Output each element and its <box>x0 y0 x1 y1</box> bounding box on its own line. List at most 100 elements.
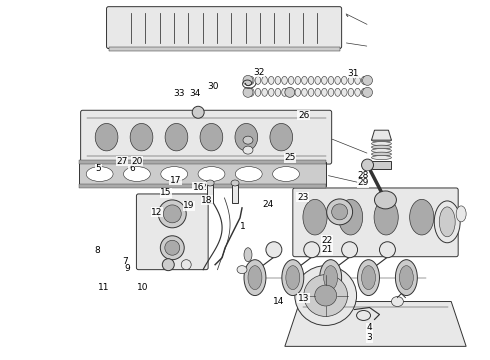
Ellipse shape <box>362 76 367 84</box>
Ellipse shape <box>434 201 460 243</box>
FancyBboxPatch shape <box>81 110 332 164</box>
Ellipse shape <box>165 123 188 151</box>
Ellipse shape <box>163 205 181 223</box>
Ellipse shape <box>410 199 434 235</box>
Ellipse shape <box>335 76 341 84</box>
Ellipse shape <box>295 88 301 96</box>
Text: 23: 23 <box>297 193 308 202</box>
Ellipse shape <box>130 123 153 151</box>
Ellipse shape <box>198 167 225 181</box>
Ellipse shape <box>302 88 307 96</box>
Ellipse shape <box>374 191 396 209</box>
Ellipse shape <box>348 76 354 84</box>
Ellipse shape <box>363 87 372 97</box>
Text: 22: 22 <box>321 236 333 245</box>
Text: 1: 1 <box>240 222 245 231</box>
Ellipse shape <box>206 180 214 186</box>
Text: 6: 6 <box>129 164 135 173</box>
Ellipse shape <box>371 145 392 149</box>
Ellipse shape <box>332 204 347 220</box>
Ellipse shape <box>321 76 327 84</box>
Ellipse shape <box>244 248 252 262</box>
Ellipse shape <box>328 88 334 96</box>
Ellipse shape <box>303 199 327 235</box>
Text: 9: 9 <box>124 265 130 274</box>
Ellipse shape <box>255 76 261 84</box>
Ellipse shape <box>371 149 392 153</box>
Ellipse shape <box>308 76 314 84</box>
Ellipse shape <box>371 138 392 142</box>
Ellipse shape <box>231 180 239 186</box>
Text: 17: 17 <box>170 176 181 185</box>
Ellipse shape <box>315 88 320 96</box>
Ellipse shape <box>282 88 287 96</box>
Text: 5: 5 <box>96 164 101 173</box>
Ellipse shape <box>288 76 294 84</box>
Text: 31: 31 <box>347 69 359 78</box>
Text: 11: 11 <box>98 283 109 292</box>
Text: 2: 2 <box>201 183 206 192</box>
Text: 33: 33 <box>173 89 185 98</box>
Ellipse shape <box>315 76 320 84</box>
Text: 34: 34 <box>190 89 201 98</box>
Ellipse shape <box>282 76 287 84</box>
Ellipse shape <box>192 106 204 118</box>
Ellipse shape <box>439 207 455 237</box>
Ellipse shape <box>269 76 274 84</box>
Text: 15: 15 <box>160 188 172 197</box>
Bar <box>78 162 326 186</box>
Ellipse shape <box>248 88 254 96</box>
Ellipse shape <box>237 266 247 274</box>
Ellipse shape <box>262 76 268 84</box>
Ellipse shape <box>348 88 354 96</box>
Ellipse shape <box>275 88 281 96</box>
Polygon shape <box>371 130 392 140</box>
Ellipse shape <box>371 152 392 156</box>
Ellipse shape <box>243 146 253 154</box>
Ellipse shape <box>269 88 274 96</box>
Text: 32: 32 <box>253 68 264 77</box>
Ellipse shape <box>295 266 357 325</box>
Text: 3: 3 <box>367 333 372 342</box>
FancyBboxPatch shape <box>106 7 342 49</box>
Text: 25: 25 <box>284 153 295 162</box>
Ellipse shape <box>295 76 301 84</box>
Bar <box>78 160 326 164</box>
Ellipse shape <box>262 88 268 96</box>
FancyBboxPatch shape <box>136 194 208 270</box>
Ellipse shape <box>266 242 282 258</box>
Text: 24: 24 <box>263 200 274 209</box>
Text: 26: 26 <box>298 111 309 120</box>
Ellipse shape <box>339 199 363 235</box>
Ellipse shape <box>342 88 347 96</box>
Ellipse shape <box>248 266 262 289</box>
Ellipse shape <box>358 260 379 296</box>
Ellipse shape <box>161 167 188 181</box>
Ellipse shape <box>392 297 403 306</box>
Ellipse shape <box>285 87 295 97</box>
Ellipse shape <box>86 167 113 181</box>
Ellipse shape <box>286 266 300 289</box>
Ellipse shape <box>362 88 367 96</box>
Ellipse shape <box>315 285 337 306</box>
Text: 19: 19 <box>183 201 195 210</box>
Ellipse shape <box>235 123 258 151</box>
Text: 29: 29 <box>357 178 369 187</box>
Ellipse shape <box>319 260 342 296</box>
Ellipse shape <box>248 76 254 84</box>
Ellipse shape <box>327 199 353 225</box>
Text: 28: 28 <box>357 171 369 180</box>
Ellipse shape <box>304 275 347 316</box>
Text: 12: 12 <box>151 208 163 217</box>
Text: 21: 21 <box>321 246 333 255</box>
Ellipse shape <box>123 167 150 181</box>
Text: 8: 8 <box>95 246 100 255</box>
Ellipse shape <box>235 167 262 181</box>
Bar <box>207 185 213 203</box>
Text: 16: 16 <box>193 183 204 192</box>
Ellipse shape <box>272 167 299 181</box>
Text: 14: 14 <box>272 297 284 306</box>
Ellipse shape <box>243 75 253 85</box>
Ellipse shape <box>304 242 319 258</box>
Ellipse shape <box>302 76 307 84</box>
